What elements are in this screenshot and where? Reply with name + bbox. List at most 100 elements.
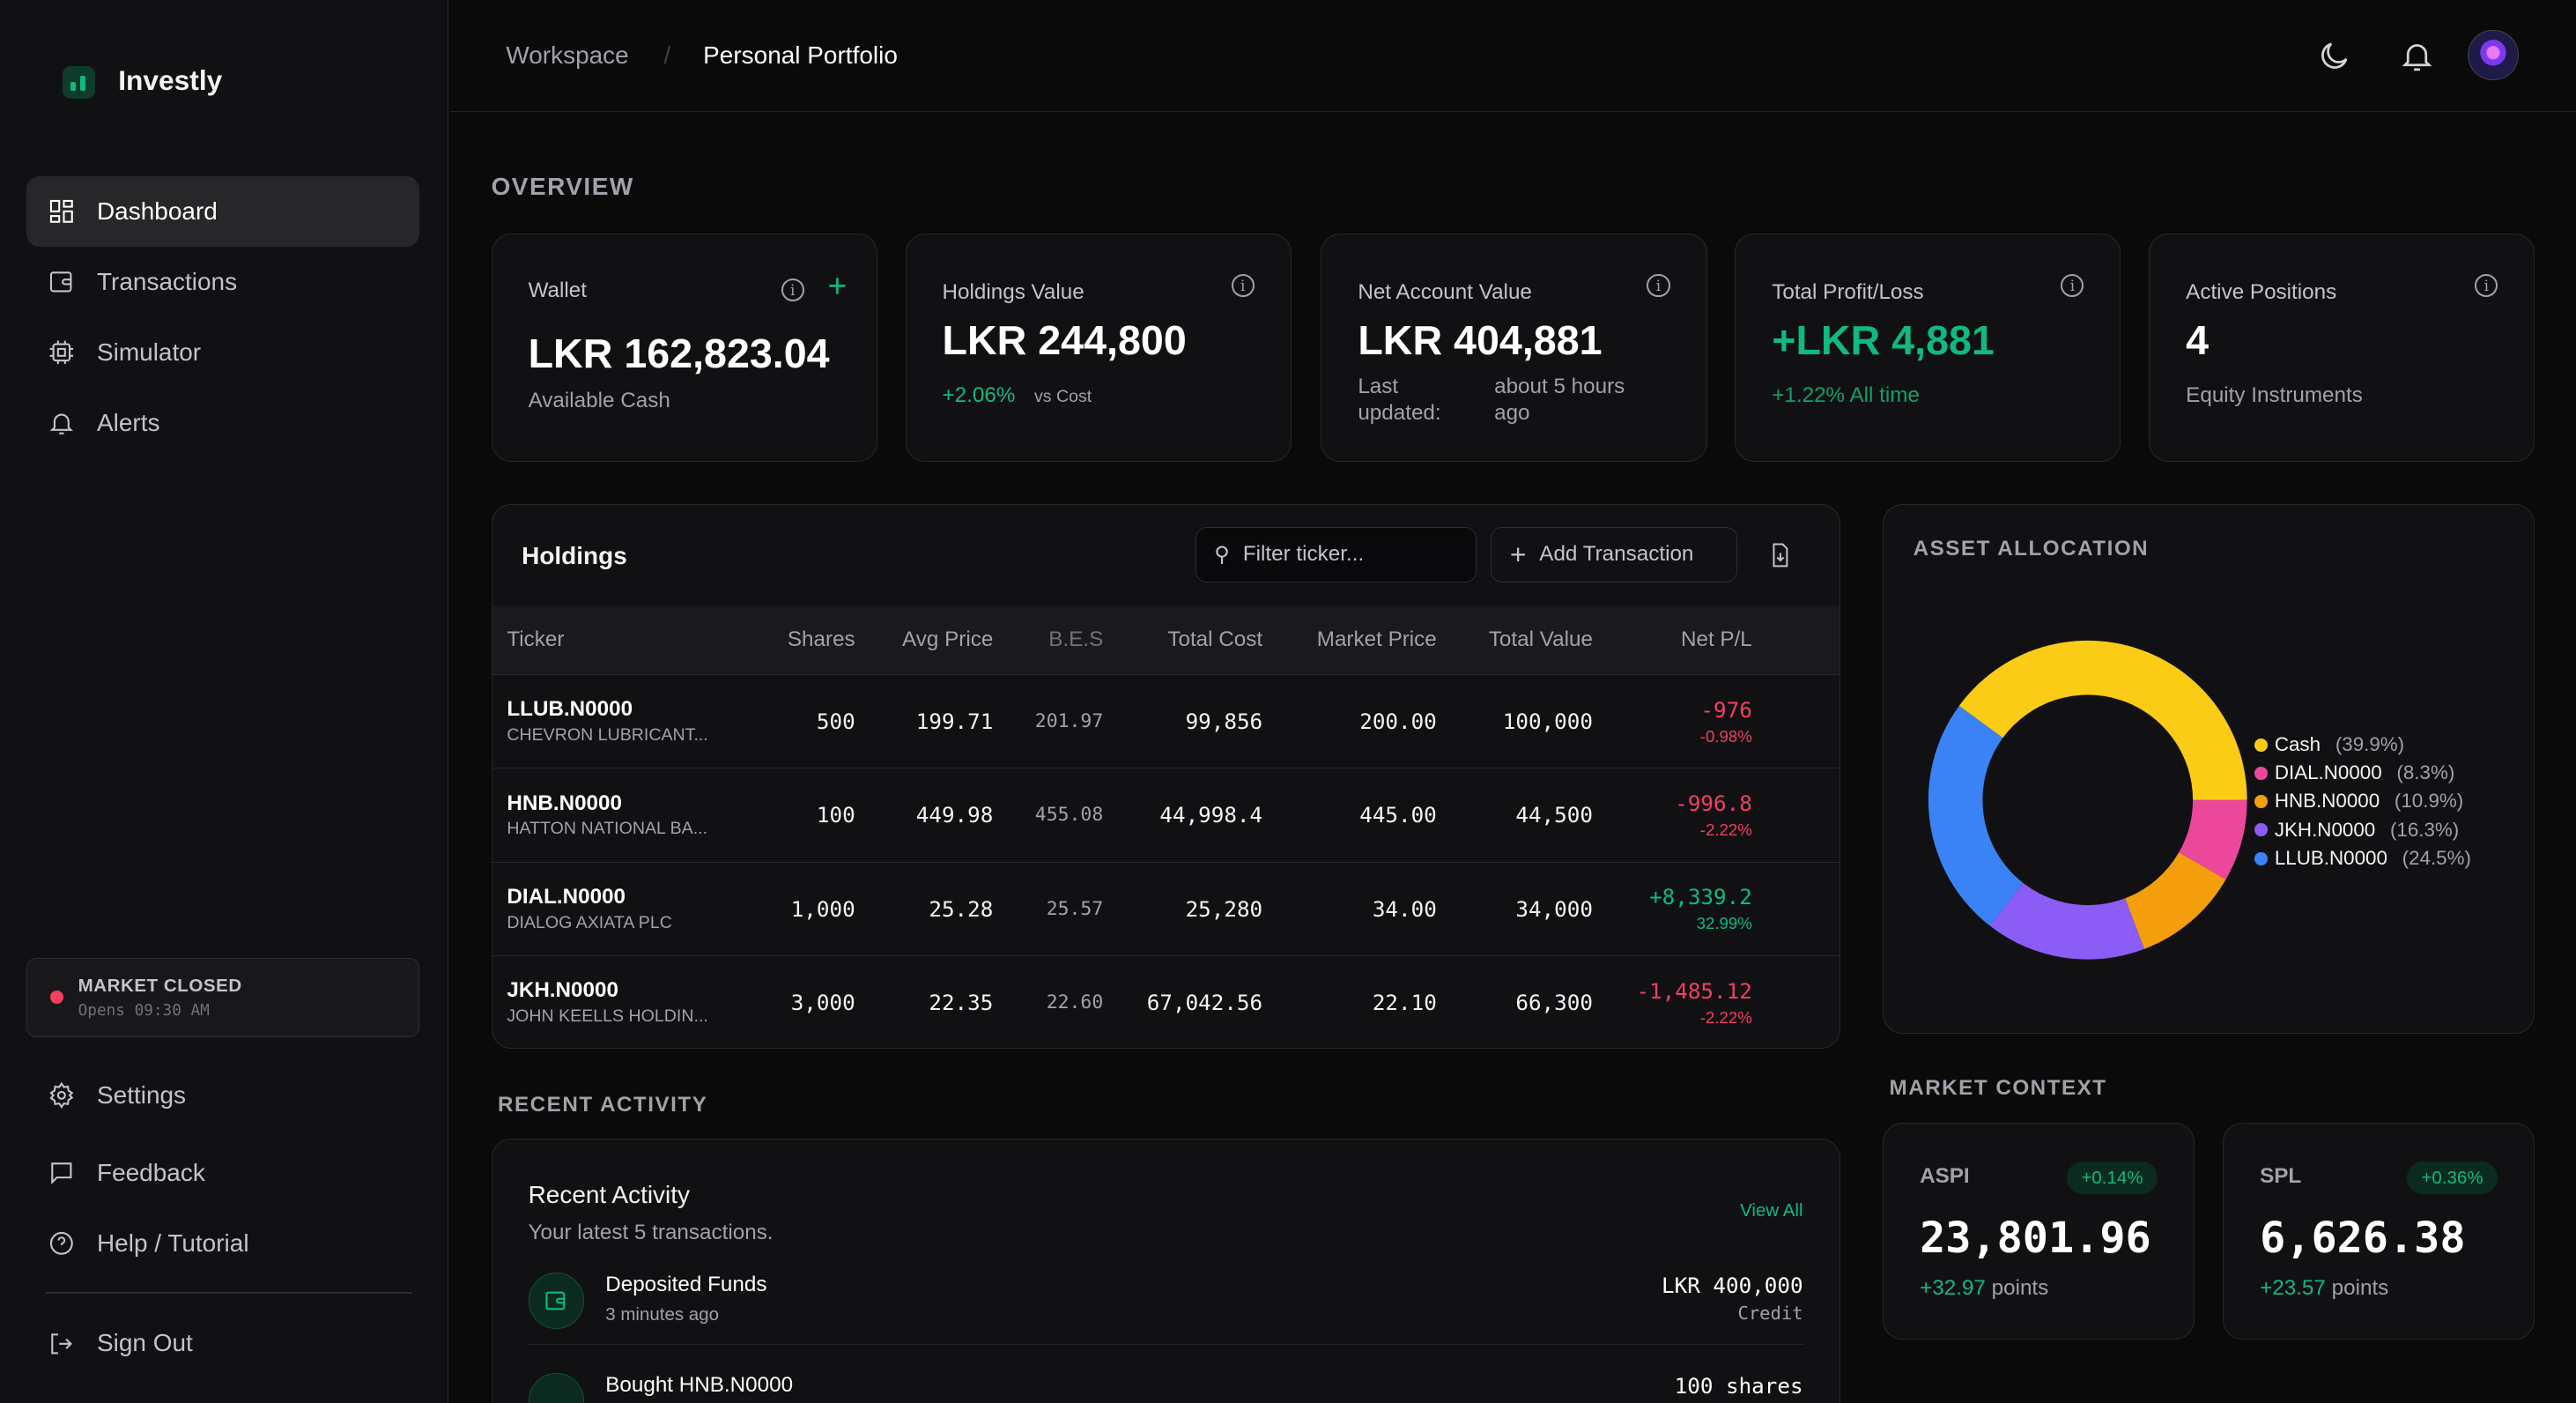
wallet-icon bbox=[49, 271, 72, 293]
sidebar-item-settings[interactable]: Settings bbox=[26, 1060, 419, 1131]
col-total-cost[interactable]: Total Cost bbox=[1103, 605, 1263, 675]
active-positions-card: Active Positions i 4 Equity Instruments bbox=[2149, 233, 2535, 462]
legend-pct: (8.3%) bbox=[2396, 761, 2455, 784]
app-name: Investly bbox=[118, 63, 223, 96]
info-icon[interactable]: i bbox=[1647, 273, 1670, 297]
divider bbox=[528, 1343, 1803, 1346]
legend-item[interactable]: LLUB.N0000 (24.5%) bbox=[2254, 844, 2471, 872]
total-value: 44,500 bbox=[1436, 768, 1593, 863]
plus-icon: + bbox=[1509, 538, 1527, 570]
activity-item-amount: LKR 400,000 bbox=[1662, 1273, 1803, 1299]
slice-jkh-n0000[interactable] bbox=[1989, 882, 2144, 960]
cpu-icon bbox=[49, 340, 74, 365]
slice-dial-n0000[interactable] bbox=[2178, 799, 2247, 880]
sidebar-item-transactions[interactable]: Transactions bbox=[26, 247, 419, 317]
col-net-pl[interactable]: Net P/L bbox=[1592, 605, 1752, 675]
ticker: JKH.N0000 bbox=[507, 978, 618, 1003]
card-sub: vs Cost bbox=[1033, 387, 1092, 407]
activity-item[interactable]: Bought HNB.N0000 100 shares bbox=[528, 1373, 1803, 1403]
breadcrumb-workspace[interactable]: Workspace bbox=[506, 41, 629, 69]
buy-icon bbox=[528, 1373, 584, 1403]
nav-label: Sign Out bbox=[96, 1329, 193, 1357]
slice-cash[interactable] bbox=[1958, 640, 2247, 800]
activity-item[interactable]: Deposited Funds 3 minutes ago LKR 400,00… bbox=[528, 1273, 1803, 1371]
legend-item[interactable]: JKH.N0000 (16.3%) bbox=[2254, 816, 2470, 844]
search-icon: ⚲ bbox=[1214, 543, 1230, 568]
slice-llub-n0000[interactable] bbox=[1928, 705, 2023, 925]
card-change: +2.06% bbox=[942, 383, 1016, 408]
total-value: 100,000 bbox=[1436, 674, 1593, 768]
sidebar: Investly Dashboard Transactions Simulato… bbox=[0, 0, 449, 1403]
legend-pct: (24.5%) bbox=[2402, 847, 2471, 870]
bes: 22.60 bbox=[993, 954, 1104, 1048]
profit-loss-card: Total Profit/Loss i +LKR 4,881 +1.22% Al… bbox=[1735, 233, 2121, 462]
nav-label: Help / Tutorial bbox=[96, 1229, 249, 1257]
legend-pct: (39.9%) bbox=[2335, 732, 2405, 755]
card-value: LKR 244,800 bbox=[942, 317, 1187, 364]
info-icon[interactable]: i bbox=[2061, 273, 2084, 297]
sidebar-item-alerts[interactable]: Alerts bbox=[26, 388, 419, 458]
company-name: DIALOG AXIATA PLC bbox=[507, 912, 672, 932]
card-label: Active Positions bbox=[2186, 280, 2337, 304]
message-icon bbox=[51, 1162, 72, 1184]
bes: 25.57 bbox=[993, 861, 1104, 956]
moon-icon[interactable] bbox=[2316, 38, 2352, 74]
info-icon[interactable]: i bbox=[2475, 273, 2498, 297]
chart-title: ASSET ALLOCATION bbox=[1913, 536, 2150, 560]
avatar[interactable] bbox=[2467, 29, 2519, 81]
activity-subtitle: Your latest 5 transactions. bbox=[528, 1220, 774, 1244]
legend-label: LLUB.N0000 bbox=[2274, 847, 2387, 870]
col-bes[interactable]: B.E.S bbox=[993, 605, 1104, 675]
card-label: Holdings Value bbox=[942, 280, 1084, 304]
index-unit: points bbox=[2331, 1276, 2389, 1301]
index-change: +23.57 bbox=[2260, 1276, 2326, 1301]
sidebar-item-dashboard[interactable]: Dashboard bbox=[26, 175, 419, 247]
sidebar-item-feedback[interactable]: Feedback bbox=[26, 1137, 419, 1207]
sidebar-item-help[interactable]: Help / Tutorial bbox=[26, 1208, 419, 1279]
sign-out-button[interactable]: Sign Out bbox=[26, 1308, 419, 1378]
legend-swatch bbox=[2254, 738, 2269, 752]
shares: 3,000 bbox=[738, 954, 855, 1048]
index-card-aspi: ASPI +0.14% 23,801.96 +32.97 points bbox=[1883, 1122, 2195, 1340]
holdings-value-card: Holdings Value i LKR 244,800 +2.06% vs C… bbox=[905, 233, 1292, 462]
table-row[interactable]: LLUB.N0000 CHEVRON LUBRICANT... 500 199.7… bbox=[492, 674, 1839, 768]
legend-item[interactable]: DIAL.N0000 (8.3%) bbox=[2254, 759, 2470, 787]
col-shares[interactable]: Shares bbox=[738, 605, 855, 675]
export-icon[interactable] bbox=[1767, 542, 1794, 568]
col-avg-price[interactable]: Avg Price bbox=[855, 605, 994, 675]
col-market-price[interactable]: Market Price bbox=[1262, 605, 1437, 675]
company-name: HATTON NATIONAL BA... bbox=[507, 819, 708, 839]
activity-item-title: Deposited Funds bbox=[605, 1273, 767, 1297]
view-all-link[interactable]: View All bbox=[1740, 1200, 1803, 1221]
card-label: Net Account Value bbox=[1358, 280, 1532, 304]
col-total-value[interactable]: Total Value bbox=[1436, 605, 1593, 675]
shares: 100 bbox=[738, 768, 855, 863]
bell-icon[interactable] bbox=[2399, 38, 2435, 74]
table-row[interactable]: HNB.N0000 HATTON NATIONAL BA... 100 449.9… bbox=[492, 768, 1839, 863]
top-header bbox=[449, 0, 2576, 112]
avg-price: 25.28 bbox=[855, 861, 994, 956]
table-row[interactable]: JKH.N0000 JOHN KEELLS HOLDIN... 3,000 22.… bbox=[492, 954, 1839, 1048]
legend-item[interactable]: Cash (39.9%) bbox=[2254, 731, 2470, 759]
card-value: LKR 162,823.04 bbox=[528, 330, 830, 376]
sidebar-item-simulator[interactable]: Simulator bbox=[26, 317, 419, 388]
table-header: Ticker Shares Avg Price B.E.S Total Cost… bbox=[492, 605, 1839, 675]
slice-hnb-n0000[interactable] bbox=[2124, 851, 2226, 949]
info-icon[interactable]: i bbox=[781, 278, 804, 302]
add-transaction-button[interactable]: + Add Transaction bbox=[1491, 526, 1738, 583]
legend-label: DIAL.N0000 bbox=[2274, 761, 2382, 784]
total-cost: 67,042.56 bbox=[1103, 954, 1263, 1048]
legend-pct: (16.3%) bbox=[2389, 818, 2460, 841]
info-icon[interactable]: i bbox=[1231, 273, 1255, 297]
avg-price: 22.35 bbox=[855, 954, 994, 1048]
legend-label: Cash bbox=[2274, 732, 2321, 755]
dashboard-icon bbox=[49, 199, 73, 223]
table-row[interactable]: DIAL.N0000 DIALOG AXIATA PLC 1,000 25.28 … bbox=[492, 861, 1839, 956]
filter-ticker-input[interactable]: ⚲ Filter ticker... bbox=[1195, 526, 1477, 583]
net-pl-pct: -0.98% bbox=[1699, 726, 1752, 746]
legend-item[interactable]: HNB.N0000 (10.9%) bbox=[2254, 787, 2470, 815]
add-funds-icon[interactable]: + bbox=[827, 267, 848, 305]
overview-title: OVERVIEW bbox=[491, 172, 634, 200]
legend-swatch bbox=[2254, 795, 2269, 809]
col-ticker[interactable]: Ticker bbox=[492, 605, 739, 675]
